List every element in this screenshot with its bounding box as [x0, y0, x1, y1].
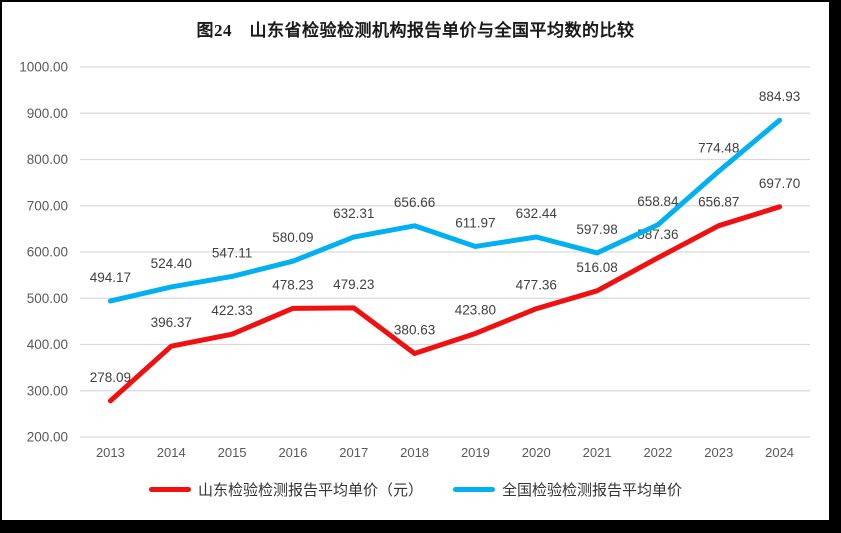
- data-label: 658.84: [637, 194, 679, 209]
- chart-title: 图24 山东省检验检测机构报告单价与全国平均数的比较: [196, 21, 635, 40]
- data-label: 478.23: [272, 277, 313, 292]
- x-axis-tick-label: 2018: [400, 445, 429, 460]
- data-label: 524.40: [151, 256, 192, 271]
- data-label: 547.11: [212, 245, 252, 260]
- data-label: 774.48: [698, 140, 739, 155]
- data-label: 580.09: [272, 230, 313, 245]
- data-label: 632.44: [516, 206, 558, 221]
- series-line-1: [107, 117, 783, 304]
- legend-item-shandong: 山东检验检测报告平均单价（元）: [148, 479, 423, 500]
- x-axis-tick-label: 2015: [218, 445, 247, 460]
- data-label: 423.80: [455, 302, 496, 317]
- legend-label-national: 全国检验检测报告平均单价: [502, 482, 683, 499]
- x-axis-tick-label: 2020: [522, 445, 551, 460]
- y-axis-tick-label: 700.00: [27, 198, 68, 213]
- series-line-0: [107, 204, 783, 404]
- legend-marker-shandong-line: [148, 487, 191, 492]
- data-label: 494.17: [90, 270, 131, 285]
- y-axis-tick-label: 1000.00: [19, 60, 68, 75]
- data-label: 656.66: [394, 195, 435, 210]
- data-label: 516.08: [576, 260, 617, 275]
- chart-background: 图24 山东省检验检测机构报告单价与全国平均数的比较 200.00 300.00 4…: [2, 2, 829, 520]
- y-axis-tick-label: 900.00: [27, 106, 68, 121]
- data-label: 477.36: [516, 278, 557, 293]
- data-label: 697.70: [759, 176, 800, 191]
- y-axis-tick-label: 600.00: [27, 245, 68, 260]
- data-label: 884.93: [759, 89, 800, 104]
- data-label: 656.87: [698, 195, 739, 210]
- legend-item-national: 全国检验检测报告平均单价: [453, 479, 682, 500]
- data-label: 611.97: [455, 215, 495, 230]
- x-axis-tick-label: 2014: [157, 445, 186, 460]
- data-label: 479.23: [333, 277, 374, 292]
- y-axis-tick-label: 300.00: [27, 383, 68, 398]
- y-axis-tick-label: 500.00: [27, 291, 68, 306]
- data-label: 422.33: [211, 303, 252, 318]
- y-axis-tick-label: 800.00: [27, 152, 68, 167]
- legend-label-shandong: 山东检验检测报告平均单价（元）: [197, 482, 423, 499]
- x-axis-tick-label: 2019: [461, 445, 490, 460]
- y-axis-tick-label: 200.00: [27, 430, 68, 445]
- data-label: 278.09: [90, 370, 131, 385]
- data-label: 632.31: [333, 206, 374, 221]
- data-label: 396.37: [151, 315, 192, 330]
- x-axis-tick-label: 2022: [643, 445, 672, 460]
- x-axis-tick-label: 2021: [583, 445, 612, 460]
- legend-marker-national-line: [453, 487, 495, 492]
- x-axis-tick-label: 2016: [278, 445, 307, 460]
- y-axis-tick-label: 400.00: [27, 337, 68, 352]
- x-axis-tick-label: 2017: [339, 445, 368, 460]
- x-axis-tick-label: 2023: [704, 445, 733, 460]
- data-label: 380.63: [394, 322, 435, 337]
- data-label: 597.98: [576, 222, 617, 237]
- x-axis-tick-label: 2024: [765, 445, 794, 460]
- chart-legend: 山东检验检测报告平均单价（元） 全国检验检测报告平均单价: [2, 479, 829, 500]
- x-axis-tick-label: 2013: [96, 445, 125, 460]
